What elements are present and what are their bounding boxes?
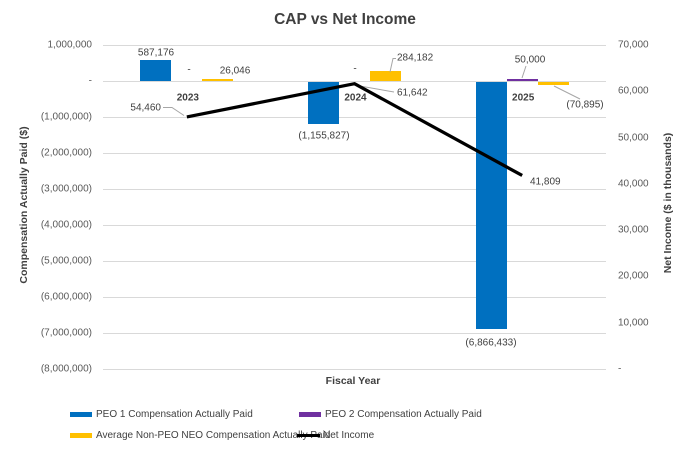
data-label-nonpeo-2023: 26,046 xyxy=(219,65,251,77)
data-label-peo2-2024: - xyxy=(353,63,357,75)
data-label-net-income-2024: 61,642 xyxy=(397,87,428,99)
gridline xyxy=(103,188,606,190)
legend-item-peo1: PEO 1 Compensation Actually Paid xyxy=(70,409,253,420)
data-label-net-income-2023: 54,460 xyxy=(130,102,161,114)
left-axis-tick-label: - xyxy=(88,75,92,87)
right-axis-tick-label: 70,000 xyxy=(618,39,649,51)
peo1-legend-swatch-icon xyxy=(70,411,92,418)
left-axis-tick-label: (6,000,000) xyxy=(40,291,92,303)
label-leader-line xyxy=(521,65,527,79)
left-axis-tick-label: (2,000,000) xyxy=(40,147,92,159)
data-label-nonpeo-2024: 284,182 xyxy=(397,52,434,64)
gridline xyxy=(103,44,606,46)
legend-label: Net Income xyxy=(323,430,375,441)
bar-peo1-2023 xyxy=(140,59,172,81)
label-leader-line xyxy=(163,107,185,116)
gridline xyxy=(103,296,606,298)
data-label-peo2-2023: - xyxy=(187,64,191,76)
gridline xyxy=(103,224,606,226)
data-label-peo2-2025: 50,000 xyxy=(514,54,546,66)
gridline xyxy=(103,260,606,262)
legend-item-net-income: Net Income xyxy=(297,430,374,441)
right-axis-tick-label: 10,000 xyxy=(618,317,649,329)
left-axis-tick-label: 1,000,000 xyxy=(47,39,93,51)
gridline xyxy=(103,152,606,154)
bar-peo1-2025 xyxy=(475,82,507,330)
data-label-peo1-2024: (1,155,827) xyxy=(298,130,350,142)
data-label-peo1-2023: 587,176 xyxy=(137,47,175,59)
right-axis-tick-label: 40,000 xyxy=(618,178,649,190)
label-leader-line xyxy=(356,85,395,93)
net-income-legend-line-icon xyxy=(297,434,320,437)
right-axis-title: Net Income ($ in thousands) xyxy=(662,132,674,274)
legend-label: PEO 2 Compensation Actually Paid xyxy=(325,409,482,420)
left-axis-tick-label: (1,000,000) xyxy=(40,111,92,123)
left-axis-title: Compensation Actually Paid ($) xyxy=(18,126,30,284)
nonpeo-legend-swatch-icon xyxy=(70,432,92,439)
left-axis-tick-label: (4,000,000) xyxy=(40,219,92,231)
x-axis-title: Fiscal Year xyxy=(325,375,381,387)
category-label-2024: 2024 xyxy=(344,92,367,104)
label-leader-line xyxy=(553,85,581,100)
left-axis-tick-label: (3,000,000) xyxy=(40,183,92,195)
right-axis-tick-label: 60,000 xyxy=(618,85,649,97)
legend-item-nonpeo: Average Non-PEO NEO Compensation Actuall… xyxy=(70,430,330,441)
data-label-net-income-2025: 41,809 xyxy=(530,176,561,188)
left-axis-tick-label: (7,000,000) xyxy=(40,327,92,339)
legend-label: Average Non-PEO NEO Compensation Actuall… xyxy=(96,430,331,441)
category-label-2023: 2023 xyxy=(176,92,199,104)
gridline xyxy=(103,368,606,370)
left-axis-tick-label: (5,000,000) xyxy=(40,255,92,267)
bar-nonpeo-2024 xyxy=(370,70,401,81)
peo2-legend-swatch-icon xyxy=(299,411,321,418)
legend-label: PEO 1 Compensation Actually Paid xyxy=(96,409,253,420)
bar-nonpeo-2025 xyxy=(537,82,569,85)
data-label-peo1-2025: (6,866,433) xyxy=(465,337,517,349)
right-axis-tick-label: - xyxy=(618,363,622,375)
gridline xyxy=(103,332,606,334)
category-label-2025: 2025 xyxy=(512,92,535,104)
gridline xyxy=(103,116,606,118)
right-axis-tick-label: 50,000 xyxy=(618,132,649,144)
bar-peo1-2024 xyxy=(308,82,339,124)
bar-peo2-2025 xyxy=(506,78,538,81)
gridline xyxy=(103,80,606,82)
right-axis-tick-label: 30,000 xyxy=(618,224,649,236)
legend-item-peo2: PEO 2 Compensation Actually Paid xyxy=(299,409,482,420)
right-axis-tick-label: 20,000 xyxy=(618,270,649,282)
chart-title: CAP vs Net Income xyxy=(274,11,416,28)
bar-nonpeo-2023 xyxy=(202,78,234,81)
data-label-nonpeo-2025: (70,895) xyxy=(566,99,604,111)
left-axis-tick-label: (8,000,000) xyxy=(40,363,92,375)
